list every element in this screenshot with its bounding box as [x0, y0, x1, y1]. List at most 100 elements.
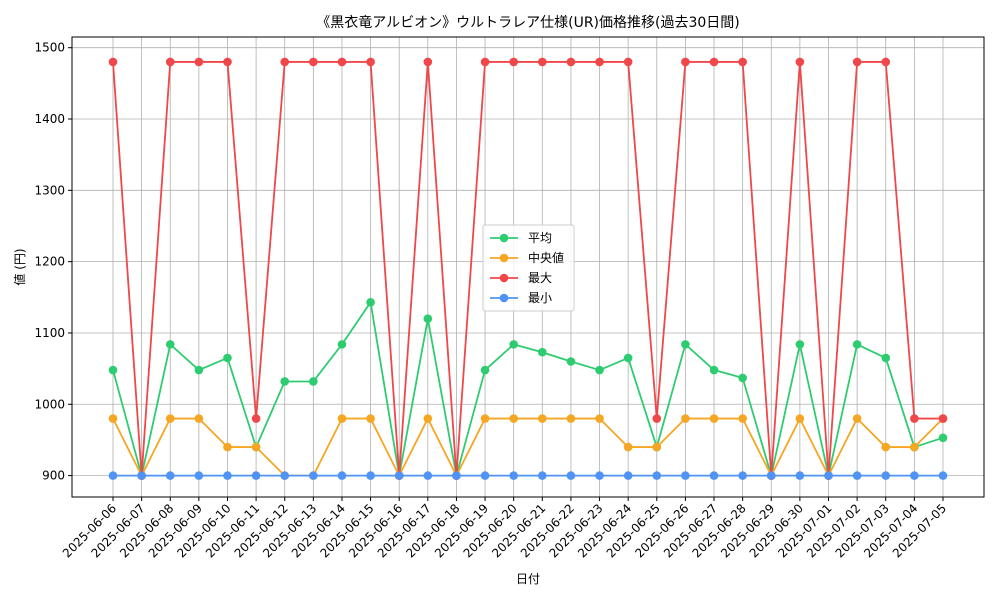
- data-point: [538, 471, 547, 480]
- data-point: [938, 471, 948, 480]
- data-point: [881, 57, 891, 67]
- data-point: [852, 340, 862, 349]
- data-point: [366, 298, 375, 307]
- data-point: [795, 471, 805, 480]
- data-point: [337, 471, 347, 480]
- data-point: [165, 57, 175, 67]
- data-point: [480, 365, 490, 375]
- data-point: [709, 57, 719, 67]
- data-point: [509, 414, 518, 423]
- data-point: [681, 471, 690, 480]
- data-point: [309, 471, 318, 480]
- data-point: [538, 414, 547, 423]
- data-point: [709, 365, 719, 375]
- series-line: [112, 417, 944, 477]
- data-point: [423, 471, 433, 480]
- data-point: [824, 471, 833, 480]
- data-point: [337, 340, 347, 349]
- data-point: [738, 471, 747, 480]
- legend-label: 平均: [528, 231, 552, 245]
- data-point: [108, 414, 118, 423]
- series-line: [112, 301, 944, 477]
- data-point: [509, 471, 518, 480]
- data-point: [881, 353, 891, 363]
- data-point: [852, 57, 862, 67]
- data-point: [165, 414, 175, 423]
- data-point: [223, 57, 232, 67]
- data-point: [623, 471, 633, 480]
- data-point: [938, 414, 948, 423]
- data-point: [566, 357, 576, 366]
- data-point: [137, 471, 146, 480]
- data-point: [681, 340, 690, 349]
- data-point: [595, 365, 604, 375]
- data-point: [223, 442, 232, 452]
- data-point: [795, 57, 805, 67]
- data-point: [910, 414, 919, 423]
- data-point: [280, 57, 290, 67]
- data-point: [652, 471, 662, 480]
- series-3: [108, 471, 948, 480]
- y-tick-label: 1000: [34, 397, 65, 411]
- data-point: [595, 57, 604, 67]
- data-point: [623, 353, 633, 363]
- data-point: [280, 377, 290, 386]
- data-point: [910, 471, 919, 480]
- data-point: [738, 57, 747, 67]
- data-point: [538, 57, 547, 67]
- data-point: [881, 442, 891, 452]
- data-point: [337, 57, 347, 67]
- data-point: [165, 340, 175, 349]
- data-point: [738, 414, 747, 423]
- legend-label: 中央値: [528, 250, 564, 265]
- data-point: [108, 365, 118, 375]
- data-point: [910, 442, 919, 452]
- data-point: [423, 414, 433, 423]
- data-point: [194, 471, 204, 480]
- data-point: [480, 414, 490, 423]
- data-point: [595, 414, 604, 423]
- data-point: [881, 471, 891, 480]
- data-point: [251, 471, 261, 480]
- data-point: [423, 314, 433, 324]
- data-point: [423, 57, 433, 67]
- data-point: [108, 471, 118, 480]
- data-point: [194, 414, 204, 423]
- data-point: [566, 414, 576, 423]
- data-point: [709, 471, 719, 480]
- data-point: [795, 340, 805, 349]
- x-axis-title: 日付: [516, 572, 540, 586]
- data-point: [280, 471, 290, 480]
- y-tick-label: 1300: [34, 183, 65, 197]
- data-point: [366, 414, 375, 423]
- data-point: [108, 57, 118, 67]
- series-line: [112, 61, 943, 477]
- legend-marker: [499, 293, 509, 303]
- data-point: [681, 414, 690, 423]
- data-point: [251, 442, 261, 452]
- legend-marker: [499, 233, 509, 243]
- y-tick-label: 900: [42, 469, 65, 483]
- data-point: [509, 340, 518, 349]
- data-point: [337, 414, 347, 423]
- y-tick-label: 1200: [34, 255, 65, 269]
- data-point: [480, 471, 490, 480]
- data-point: [194, 57, 204, 67]
- data-point: [852, 471, 862, 480]
- y-tick-label: 1500: [34, 41, 65, 55]
- data-point: [566, 471, 576, 480]
- legend-label: 最大: [528, 271, 552, 285]
- legend-marker: [499, 273, 509, 283]
- data-point: [852, 414, 862, 423]
- legend-label: 最小: [528, 291, 552, 305]
- data-point: [566, 57, 576, 67]
- data-point: [623, 442, 633, 452]
- data-point: [738, 373, 747, 383]
- data-point: [223, 353, 232, 363]
- data-point: [452, 471, 461, 480]
- series-0: [108, 298, 948, 480]
- legend-box: [482, 224, 575, 312]
- y-tick-label: 1100: [34, 326, 65, 340]
